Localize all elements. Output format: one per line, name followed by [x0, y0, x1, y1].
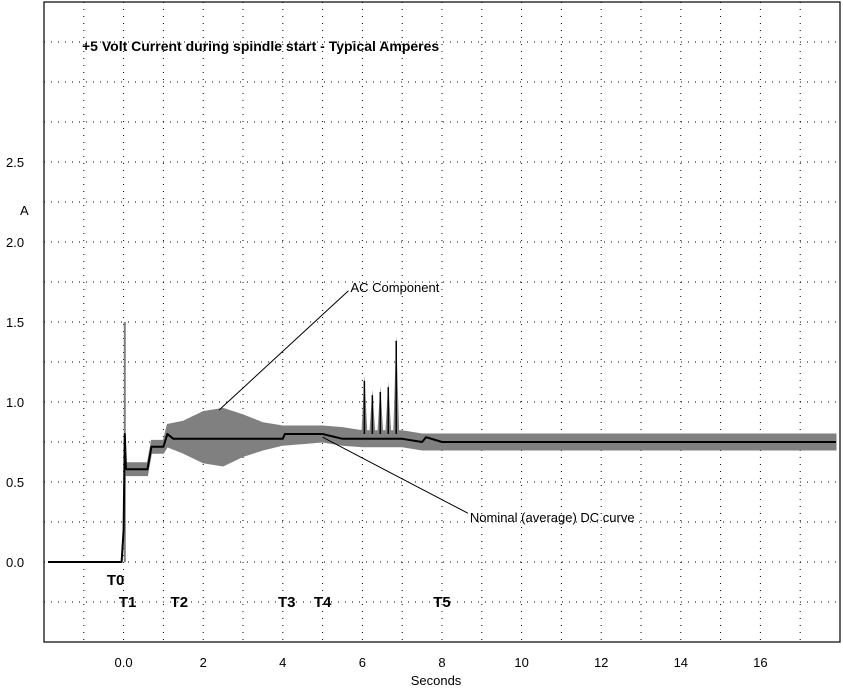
- x-tick-label: 14: [674, 655, 688, 670]
- x-tick-label: 0.0: [115, 655, 133, 670]
- chart-title: +5 Volt Current during spindle start - T…: [82, 38, 439, 54]
- annotation-label: Nominal (average) DC curve: [470, 510, 635, 525]
- time-marker-label: T4: [314, 594, 332, 611]
- y-axis-label: A: [20, 203, 29, 218]
- x-tick-label: 12: [594, 655, 608, 670]
- y-tick-label: 2.0: [6, 235, 24, 250]
- annotation-pointer: [322, 436, 469, 514]
- x-axis-label: Seconds: [411, 673, 462, 688]
- annotation-label: AC Component: [350, 280, 439, 295]
- x-tick-label: 2: [200, 655, 207, 670]
- x-tick-label: 8: [438, 655, 445, 670]
- x-tick-label: 6: [359, 655, 366, 670]
- x-tick-label: 16: [753, 655, 767, 670]
- y-tick-label: 2.5: [6, 155, 24, 170]
- y-tick-labels: 0.0 0.5 1.0 1.5 2.0 2.5: [6, 155, 24, 570]
- y-tick-label: 0.0: [6, 555, 24, 570]
- time-marker-label: T0: [107, 572, 125, 589]
- annotation-pointer: [218, 290, 349, 411]
- plot-frame: [43, 1, 841, 643]
- y-tick-label: 1.5: [6, 315, 24, 330]
- time-marker-label: T1: [119, 594, 137, 611]
- annotations: AC Component Nominal (average) DC curve: [218, 280, 635, 525]
- x-tick-label: 10: [514, 655, 528, 670]
- grid: [43, 1, 841, 643]
- y-tick-label: 1.0: [6, 395, 24, 410]
- x-tick-labels: 0.0 2 4 6 8 10 12 14 16: [115, 655, 768, 670]
- dc-curve: [47, 433, 837, 563]
- x-tick-label: 4: [279, 655, 286, 670]
- time-marker-label: T2: [171, 594, 189, 611]
- time-marker-label: T5: [433, 594, 451, 611]
- y-tick-label: 0.5: [6, 475, 24, 490]
- dc-line: [47, 433, 837, 563]
- time-markers: T0 T1 T2 T3 T4 T5: [107, 572, 451, 611]
- time-marker-label: T3: [278, 594, 296, 611]
